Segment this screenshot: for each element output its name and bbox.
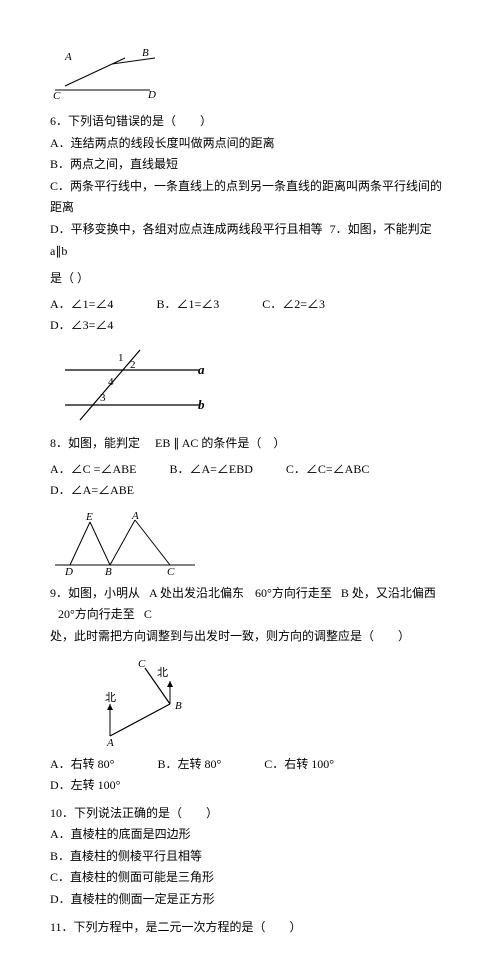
label-a-line: a	[198, 362, 205, 377]
label-a3: A	[106, 737, 114, 746]
figure-q8: E A D B C	[50, 510, 450, 575]
q8-stem-mid: EB ∥ AC 的条件是（ ）	[155, 436, 285, 450]
question-11: 11．下列方程中，是二元一次方程的是（ ）	[50, 917, 450, 939]
q10-opt-c: C．直棱柱的侧面可能是三角形	[50, 867, 450, 889]
question-8: 8．如图，能判定 EB ∥ AC 的条件是（ ） A．∠C =∠ABE B．∠A…	[50, 433, 450, 575]
q7-opt-d: D．∠3=∠4	[50, 315, 113, 337]
q9-l1-m1: A 处出发沿北偏东	[149, 586, 244, 600]
q7-opt-c: C．∠2=∠3	[262, 294, 325, 316]
question-7: 是（ ） A．∠1=∠4 B．∠1=∠3 C．∠2=∠3 D．∠3=∠4 1 2…	[50, 268, 450, 425]
q9-opt-b: B．左转 80°	[157, 754, 221, 776]
q8-opt-d: D．∠A=∠ABE	[50, 480, 134, 502]
q10-opt-d: D．直棱柱的侧面一定是正方形	[50, 889, 450, 911]
label-e: E	[85, 511, 93, 523]
label-b2: B	[105, 566, 112, 575]
q6-stem: 6．下列语句错误的是（ ）	[50, 111, 450, 133]
label-2: 2	[130, 359, 136, 371]
q6-opt-c: C．两条平行线中，一条直线上的点到另一条直线的距离叫两条平行线间的距离	[50, 176, 450, 219]
figure-q9: A B C 北 北	[90, 656, 450, 746]
label-4: 4	[108, 376, 114, 388]
q7-opt-b: B．∠1=∠3	[156, 294, 219, 316]
q7-opt-a: A．∠1=∠4	[50, 294, 113, 316]
label-d2: D	[64, 566, 73, 575]
label-c: C	[53, 90, 61, 102]
q9-l1-m3: B 处，又沿北偏西	[341, 586, 436, 600]
label-c3: C	[138, 658, 146, 670]
q8-opt-c: C．∠C=∠ABC	[286, 459, 369, 481]
q8-stem-pre: 8．如图，能判定	[50, 436, 140, 450]
q9-l1-end: C	[144, 607, 152, 621]
label-b: B	[142, 48, 149, 59]
question-9: 9．如图，小明从 A 处出发沿北偏东 60°方向行走至 B 处，又沿北偏西 20…	[50, 583, 450, 797]
q6-opt-d: D．平移变换中，各组对应点连成两线段平行且相等	[50, 222, 323, 236]
label-d: D	[147, 89, 156, 101]
q10-opt-b: B．直棱柱的侧棱平行且相等	[50, 846, 450, 868]
q9-opt-c: C．右转 100°	[264, 754, 334, 776]
q9-l1-pre: 9．如图，小明从	[50, 586, 140, 600]
label-1: 1	[118, 352, 124, 364]
q9-l1-m2: 60°方向行走至	[255, 586, 332, 600]
label-b-line: b	[198, 397, 205, 412]
q9-line2: 处，此时需把方向调整到与出发时一致，则方向的调整应是（ ）	[50, 626, 450, 648]
label-3: 3	[100, 392, 106, 404]
q9-l1-m4: 20°方向行走至	[58, 607, 135, 621]
q9-opt-a: A．右转 80°	[50, 754, 114, 776]
q6-opt-a: A．连结两点的线段长度叫做两点间的距离	[50, 133, 450, 155]
label-a: A	[64, 51, 72, 63]
q9-opt-d: D．左转 100°	[50, 775, 120, 797]
figure-q5: A B C D	[50, 48, 450, 103]
label-c2: C	[167, 566, 175, 575]
q8-opt-b: B．∠A=∠EBD	[169, 459, 252, 481]
q10-stem: 10．下列说法正确的是（ ）	[50, 803, 450, 825]
q8-opt-a: A．∠C =∠ABE	[50, 459, 136, 481]
q7-stem2: 是（ ）	[50, 268, 450, 290]
figure-q7: 1 2 4 3 a b	[50, 345, 450, 425]
q10-opt-a: A．直棱柱的底面是四边形	[50, 824, 450, 846]
label-b3: B	[175, 700, 182, 712]
q11-stem: 11．下列方程中，是二元一次方程的是（ ）	[50, 917, 450, 939]
question-10: 10．下列说法正确的是（ ） A．直棱柱的底面是四边形 B．直棱柱的侧棱平行且相…	[50, 803, 450, 911]
label-north-b: 北	[157, 666, 168, 679]
label-a2: A	[131, 510, 139, 522]
label-north-a: 北	[105, 691, 116, 704]
question-6: 6．下列语句错误的是（ ） A．连结两点的线段长度叫做两点间的距离 B．两点之间…	[50, 111, 450, 262]
q6-opt-b: B．两点之间，直线最短	[50, 154, 450, 176]
